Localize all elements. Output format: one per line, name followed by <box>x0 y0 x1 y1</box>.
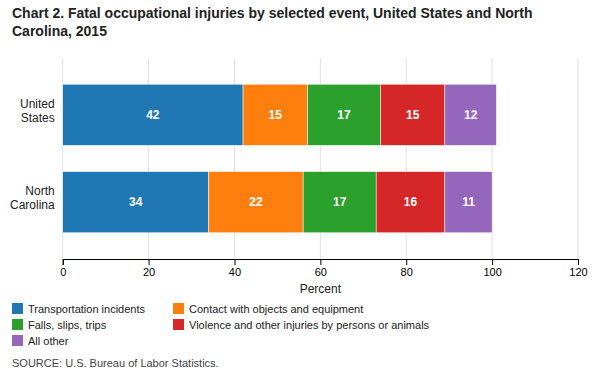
data-label: 15 <box>269 108 283 122</box>
x-label: Percent <box>300 282 342 296</box>
x-axis-line <box>63 260 578 266</box>
legend-item: All other <box>12 335 69 347</box>
data-label: 17 <box>333 195 347 209</box>
legend-item: Contact with objects and equipment <box>173 303 363 315</box>
bar-segment <box>445 84 497 145</box>
x-tick-mark <box>63 259 64 265</box>
bar-segment <box>376 172 445 233</box>
bar-segment <box>209 172 303 233</box>
x-tick: 20 <box>143 259 155 278</box>
bar-segment <box>243 84 307 145</box>
bar-segment <box>307 84 380 145</box>
bar-segment <box>380 84 444 145</box>
x-tick: 0 <box>60 259 66 278</box>
y-tick-label-line: United <box>20 97 55 111</box>
y-tick-label-line: States <box>21 111 55 125</box>
bar-segment <box>445 172 492 233</box>
y-tick: NorthCarolina <box>10 184 63 212</box>
x-tick-label: 20 <box>143 266 155 278</box>
legend-label: Transportation incidents <box>28 303 145 315</box>
x-tick-mark <box>149 259 150 265</box>
y-tick-label-line: Carolina <box>10 198 55 212</box>
x-tick-mark <box>578 259 579 265</box>
legend: Transportation incidents Contact with obj… <box>12 303 430 347</box>
legend-swatch <box>12 303 23 314</box>
legend-swatch <box>173 303 184 314</box>
x-tick-label: 40 <box>229 266 241 278</box>
legend-swatch <box>12 319 23 330</box>
source: SOURCE: U.S. Bureau of Labor Statistics. <box>12 357 219 369</box>
data-label: 15 <box>406 108 420 122</box>
data-labels: 42 34 15 22 17 17 15 16 12 11 <box>129 108 478 209</box>
title-line: Chart 2. Fatal occupational injuries by … <box>12 5 532 21</box>
data-label: 22 <box>249 195 263 209</box>
y-tick-label: NorthCarolina <box>10 184 55 212</box>
y-tick-label-line: North <box>25 184 54 198</box>
bars <box>63 84 497 233</box>
x-tick-mark <box>492 259 493 265</box>
x-axis: 0 20 40 60 80 100 120 <box>60 259 588 278</box>
data-label: 42 <box>146 108 160 122</box>
y-tick-label: UnitedStates <box>20 97 55 125</box>
x-tick-mark <box>234 259 235 265</box>
legend-swatch <box>173 319 184 330</box>
x-tick-label: 100 <box>483 266 501 278</box>
x-tick: 80 <box>401 259 413 278</box>
x-tick-mark <box>320 259 321 265</box>
legend-label: Contact with objects and equipment <box>189 303 363 315</box>
x-tick: 120 <box>569 259 587 278</box>
x-tick: 60 <box>315 259 327 278</box>
x-tick-label: 120 <box>569 266 587 278</box>
chart: Chart 2. Fatal occupational injuries by … <box>0 0 600 373</box>
title-line: Carolina, 2015 <box>12 23 107 39</box>
bar-segment <box>63 172 209 233</box>
legend-label: All other <box>28 335 69 347</box>
legend-item: Falls, slips, trips <box>12 319 107 331</box>
bar-segment <box>63 84 243 145</box>
legend-swatch <box>12 335 23 346</box>
grid <box>63 58 578 259</box>
x-tick-label: 0 <box>60 266 66 278</box>
title: Chart 2. Fatal occupational injuries by … <box>12 5 532 39</box>
data-label: 17 <box>337 108 351 122</box>
x-tick-label: 60 <box>315 266 327 278</box>
y-tick: UnitedStates <box>20 97 63 125</box>
x-tick-label: 80 <box>401 266 413 278</box>
y-axis: UnitedStates NorthCarolina <box>10 97 63 212</box>
x-tick-mark <box>406 259 407 265</box>
data-label: 34 <box>129 195 143 209</box>
legend-item: Violence and other injuries by persons o… <box>173 319 430 331</box>
x-tick: 100 <box>483 259 501 278</box>
grid-line <box>578 58 579 259</box>
legend-label: Falls, slips, trips <box>28 319 107 331</box>
legend-item: Transportation incidents <box>12 303 145 315</box>
legend-label: Violence and other injuries by persons o… <box>189 319 430 331</box>
data-label: 12 <box>464 108 478 122</box>
bar-segment <box>303 172 376 233</box>
x-tick: 40 <box>229 259 241 278</box>
data-label: 16 <box>404 195 418 209</box>
data-label: 11 <box>462 195 475 209</box>
